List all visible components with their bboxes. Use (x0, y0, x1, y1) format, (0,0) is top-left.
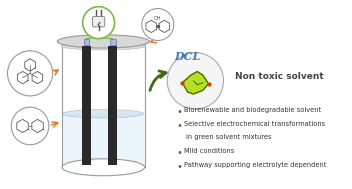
Circle shape (167, 53, 224, 109)
Circle shape (7, 51, 52, 96)
Polygon shape (182, 71, 208, 94)
Text: Non toxic solvent: Non toxic solvent (235, 72, 323, 81)
Ellipse shape (63, 110, 144, 118)
Circle shape (83, 7, 115, 39)
Ellipse shape (62, 159, 145, 176)
Text: DCL: DCL (175, 51, 201, 62)
Bar (110, 39, 115, 45)
Text: •: • (177, 148, 182, 158)
Bar (108, 46, 117, 165)
Circle shape (142, 9, 174, 40)
Ellipse shape (61, 42, 146, 50)
Bar (63, 114, 144, 167)
Text: Selective electrochemical transformations: Selective electrochemical transformation… (184, 121, 325, 127)
Bar (62, 43, 145, 167)
Text: Pathway supporting electrolyte dependent: Pathway supporting electrolyte dependent (184, 162, 326, 168)
Text: OH: OH (154, 16, 162, 21)
Text: •: • (177, 121, 182, 131)
Circle shape (11, 107, 49, 145)
Text: in green solvent mixtures: in green solvent mixtures (186, 134, 271, 140)
Bar (82, 46, 91, 165)
Ellipse shape (57, 35, 149, 48)
Bar (83, 39, 89, 45)
FancyBboxPatch shape (93, 17, 105, 27)
Text: Mild conditions: Mild conditions (184, 148, 234, 154)
Text: •: • (177, 107, 182, 117)
Text: •: • (177, 162, 182, 172)
Text: Biorenewable and biodegradable solvent: Biorenewable and biodegradable solvent (184, 107, 321, 113)
